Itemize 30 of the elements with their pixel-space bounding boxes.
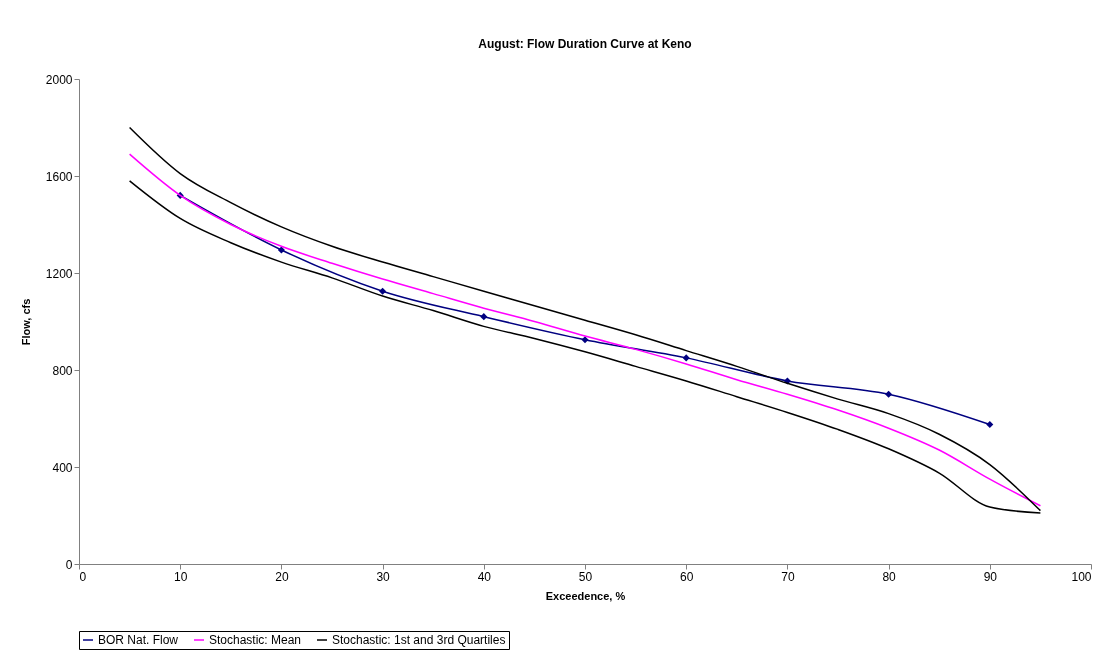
y-tick-label: 1600	[45, 169, 73, 184]
point	[581, 336, 589, 344]
x-tick-label: 10	[174, 569, 188, 584]
y-tick-label: 400	[52, 460, 73, 475]
chart-title: August: Flow Duration Curve at Keno	[478, 37, 692, 51]
x-tick-label: 100	[1071, 569, 1092, 584]
x-tick-label: 0	[79, 569, 87, 584]
point	[277, 246, 285, 254]
y-tick-label: 800	[52, 363, 73, 378]
point	[379, 287, 387, 295]
x-tick-label: 40	[477, 569, 492, 584]
y-tick-label: 0	[65, 557, 73, 572]
point	[682, 354, 690, 362]
y-axis-title: Flow, cfs	[19, 298, 32, 346]
point	[480, 313, 488, 321]
legend-label: BOR Nat. Flow	[98, 633, 179, 647]
x-tick-label: 80	[882, 569, 897, 584]
x-tick-label: 30	[376, 569, 391, 584]
y-tick-label: 2000	[45, 72, 73, 87]
point	[885, 390, 893, 398]
x-tick-label: 50	[578, 569, 593, 584]
x-tick-label: 60	[680, 569, 694, 584]
x-tick-label: 90	[983, 569, 998, 584]
y-tick-label: 1200	[45, 266, 73, 281]
legend-label: Stochastic: Mean	[209, 633, 302, 647]
x-tick-label: 20	[275, 569, 289, 584]
x-axis-title: Exceedence, %	[545, 589, 626, 602]
legend-label: Stochastic: 1st and 3rd Quartiles	[332, 633, 506, 647]
x-tick-label: 70	[781, 569, 795, 584]
point	[986, 421, 994, 429]
